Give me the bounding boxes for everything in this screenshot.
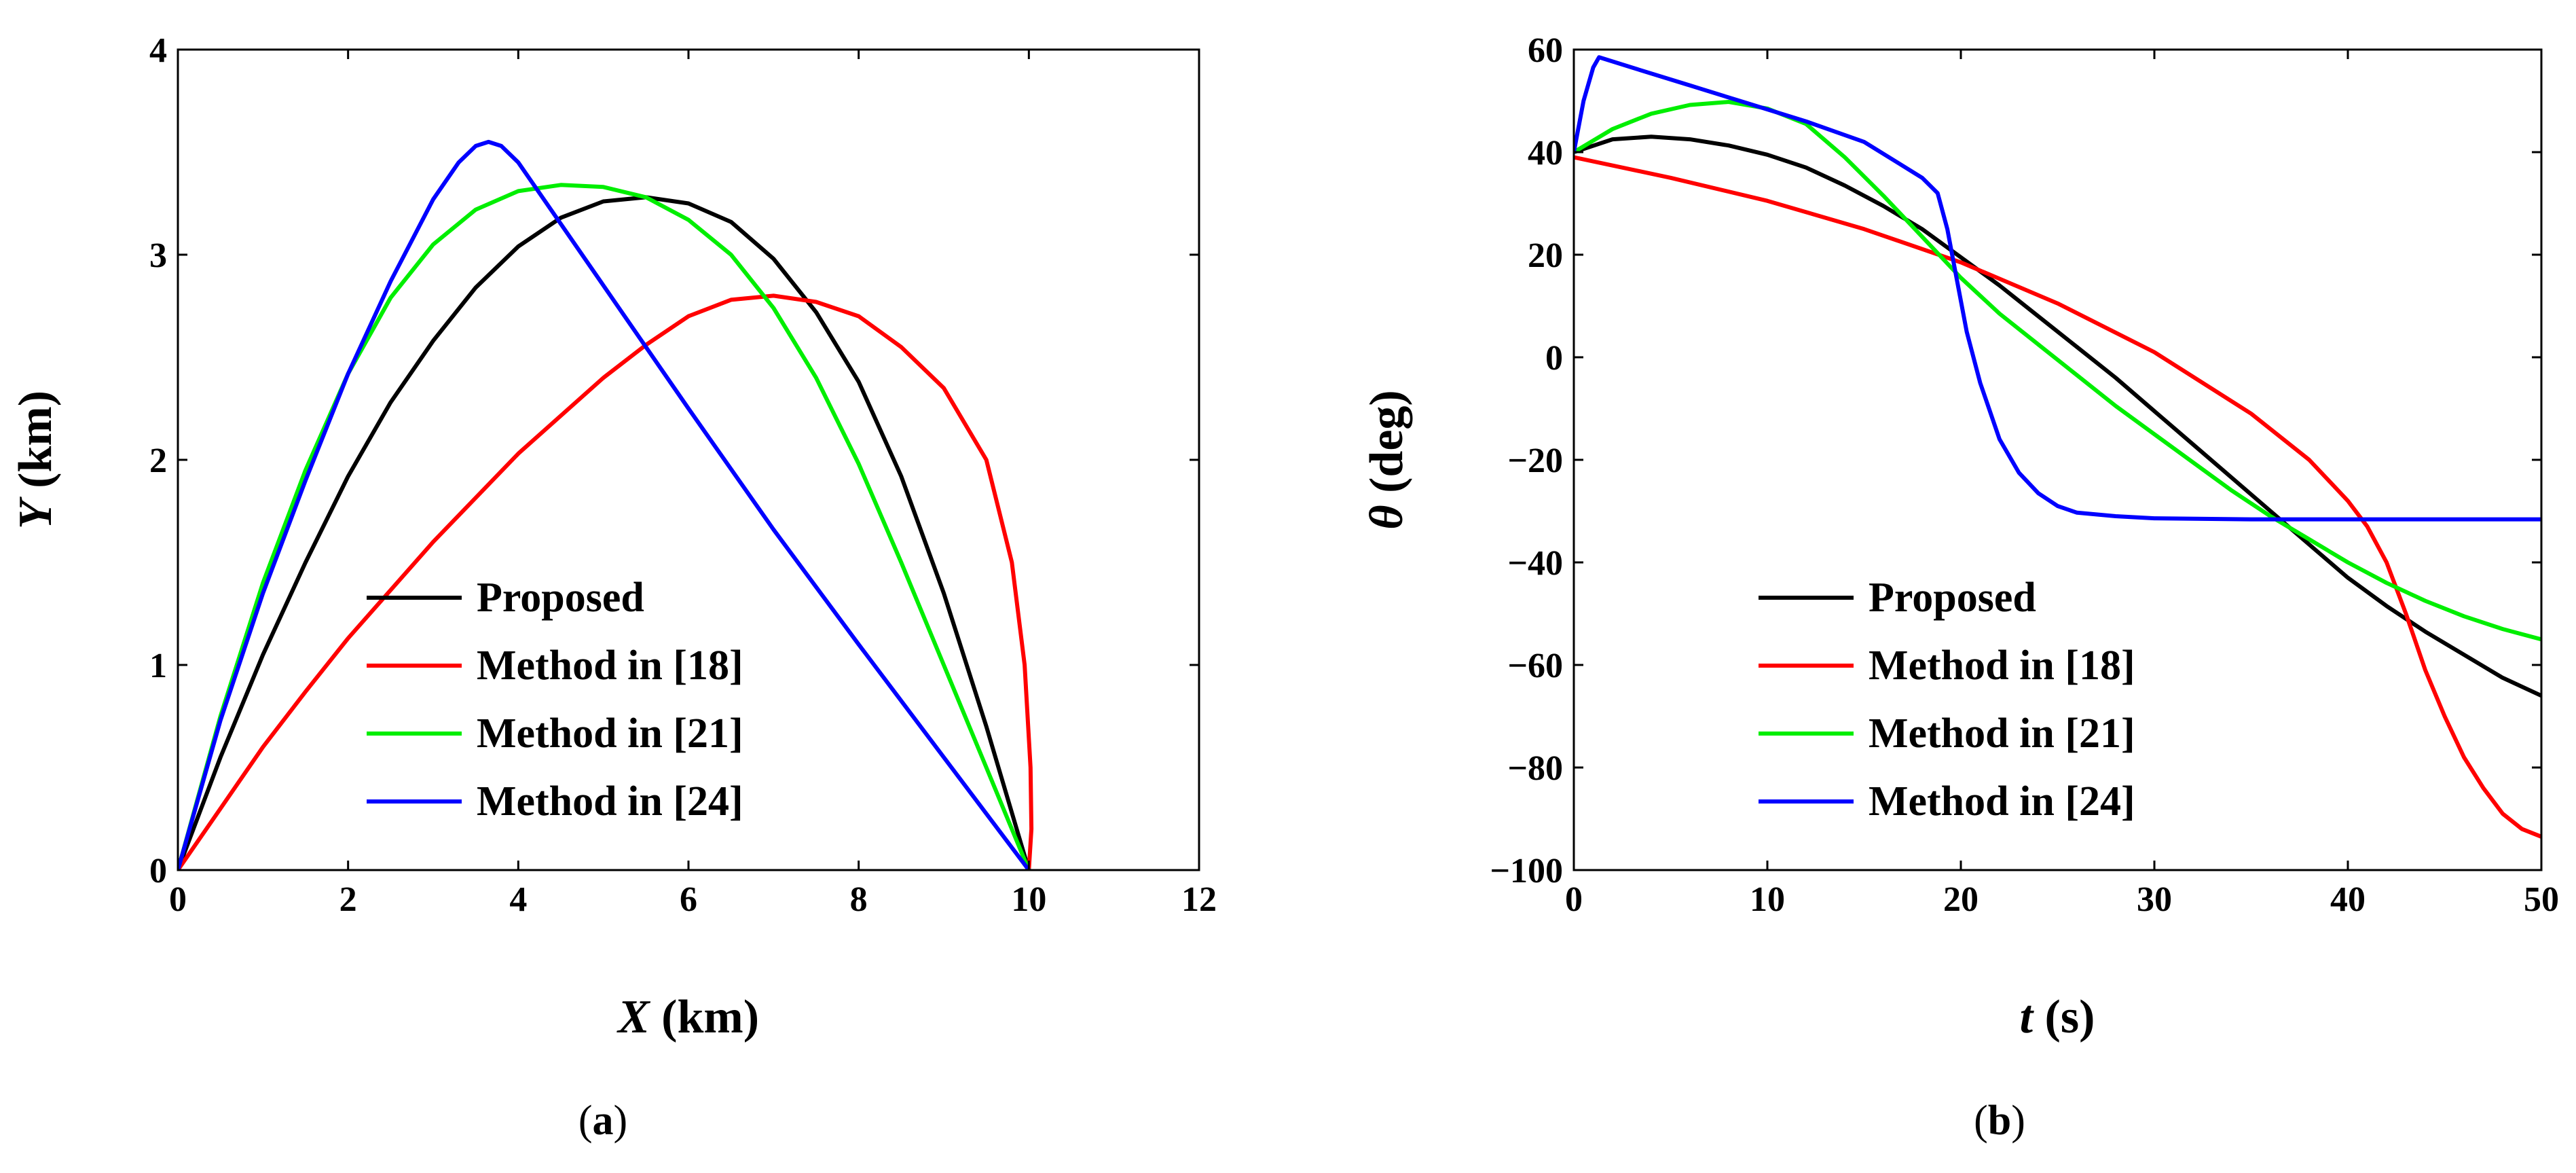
panel-label-close: ) bbox=[2011, 1098, 2025, 1144]
panel-label: (b) bbox=[1974, 1098, 2025, 1144]
y-tick-label: 4 bbox=[149, 31, 167, 70]
x-tick-label: 12 bbox=[1181, 880, 1217, 919]
y-axis-unit: (km) bbox=[10, 391, 62, 500]
series-line-1 bbox=[178, 195, 1031, 870]
legend-label: Method in [21] bbox=[477, 710, 743, 757]
legend-label: Method in [24] bbox=[477, 778, 743, 825]
panel-label-open: ( bbox=[1974, 1098, 1988, 1144]
x-axis-variable: X bbox=[617, 991, 651, 1043]
series-line-4 bbox=[1574, 55, 2541, 522]
series-group bbox=[178, 139, 1034, 870]
panel-label: (a) bbox=[578, 1098, 627, 1144]
x-tick-label: 4 bbox=[509, 880, 527, 919]
series-group bbox=[1574, 55, 2541, 839]
series-line-4 bbox=[178, 139, 1031, 870]
series-line-2 bbox=[1574, 155, 2541, 839]
x-axis-label: X (km) bbox=[617, 991, 759, 1043]
panel-label-letter: b bbox=[1988, 1098, 2011, 1144]
series-line-3 bbox=[1574, 100, 2541, 642]
legend: Proposed Method in [18] Method in [21] Meth… bbox=[1759, 575, 2135, 825]
y-tick-label: −40 bbox=[1507, 544, 1563, 583]
legend-label: Method in [21] bbox=[1869, 710, 2135, 757]
x-axis-unit: (s) bbox=[2033, 991, 2095, 1043]
y-tick-label: 40 bbox=[1528, 134, 1563, 173]
x-tick-label: 40 bbox=[2330, 880, 2366, 919]
x-tick-label: 50 bbox=[2524, 880, 2559, 919]
legend-label: Proposed bbox=[1869, 575, 2036, 621]
y-axis-label: Y (km) bbox=[10, 391, 62, 529]
legend-label: Method in [18] bbox=[1869, 643, 2135, 689]
legend-label: Proposed bbox=[477, 575, 644, 621]
x-axis-label: t (s) bbox=[2020, 991, 2095, 1043]
panel-label-open: ( bbox=[578, 1098, 593, 1144]
y-tick-label: 3 bbox=[149, 236, 167, 275]
legend: Proposed Method in [18] Method in [21] Meth… bbox=[367, 575, 743, 825]
x-axis-variable: t bbox=[2020, 991, 2035, 1043]
y-tick-label: −20 bbox=[1507, 441, 1563, 480]
y-tick-label: 2 bbox=[149, 441, 167, 480]
y-axis-variable: Y bbox=[10, 496, 62, 529]
x-tick-label: 10 bbox=[1011, 880, 1046, 919]
y-tick-label: 1 bbox=[149, 647, 167, 685]
y-tick-label: 20 bbox=[1528, 236, 1563, 275]
legend-label: Method in [24] bbox=[1869, 778, 2135, 825]
x-tick-label: 0 bbox=[1565, 880, 1583, 919]
y-tick-label: −60 bbox=[1507, 647, 1563, 685]
y-tick-label: 0 bbox=[1545, 339, 1563, 378]
y-tick-label: 60 bbox=[1528, 31, 1563, 70]
series-line-2 bbox=[178, 293, 1034, 870]
y-axis-variable: θ bbox=[1361, 505, 1413, 529]
legend-label: Method in [18] bbox=[477, 643, 743, 689]
y-tick-label: −80 bbox=[1507, 749, 1563, 788]
y-tick-label: −100 bbox=[1490, 852, 1563, 890]
panel-label-letter: a bbox=[593, 1098, 614, 1144]
x-tick-label: 0 bbox=[169, 880, 187, 919]
x-tick-label: 2 bbox=[339, 880, 357, 919]
y-tick-label: 0 bbox=[149, 852, 167, 890]
x-tick-label: 20 bbox=[1943, 880, 1979, 919]
x-tick-label: 10 bbox=[1750, 880, 1785, 919]
y-axis-unit: (deg) bbox=[1361, 390, 1413, 505]
y-axis-label: θ (deg) bbox=[1361, 390, 1413, 529]
series-line-3 bbox=[178, 183, 1031, 870]
chart-panel-b: 0 10 20 30 40 50 −100 −80 −60 −40 −20 0 20 40 60 t (s) θ… bbox=[1361, 31, 2559, 1144]
x-axis-unit: (km) bbox=[650, 991, 759, 1043]
panel-label-close: ) bbox=[614, 1098, 628, 1144]
x-tick-label: 8 bbox=[850, 880, 868, 919]
x-tick-label: 30 bbox=[2137, 880, 2172, 919]
series-line-1 bbox=[1574, 134, 2541, 698]
x-tick-label: 6 bbox=[680, 880, 697, 919]
